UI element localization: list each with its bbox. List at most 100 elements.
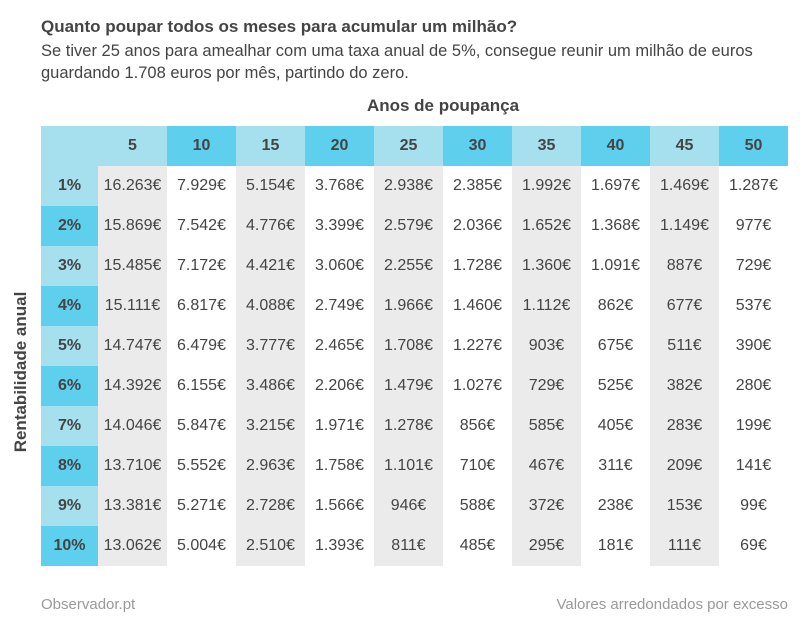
- table-cell: 511€: [650, 326, 719, 366]
- table-cell: 2.728€: [236, 486, 305, 526]
- table-cell: 2.206€: [305, 366, 374, 406]
- table-cell: 3.060€: [305, 246, 374, 286]
- table-cell: 977€: [719, 206, 788, 246]
- table-cell: 69€: [719, 526, 788, 566]
- table-cell: 1.460€: [443, 286, 512, 326]
- table-cell: 675€: [581, 326, 650, 366]
- column-header: 5: [98, 126, 167, 166]
- table-cell: 467€: [512, 446, 581, 486]
- table-row: 5% 14.747€ 6.479€ 3.777€ 2.465€ 1.708€ 1.227€ 9…: [41, 326, 788, 366]
- row-header: 4%: [41, 286, 98, 326]
- table-cell: 1.027€: [443, 366, 512, 406]
- table-cell: 283€: [650, 406, 719, 446]
- table-cell: 111€: [650, 526, 719, 566]
- table-cell: 1.227€: [443, 326, 512, 366]
- table-cell: 311€: [581, 446, 650, 486]
- table-cell: 99€: [719, 486, 788, 526]
- row-header: 5%: [41, 326, 98, 366]
- table-cell: 1.360€: [512, 246, 581, 286]
- column-header: 25: [374, 126, 443, 166]
- table-cell: 3.768€: [305, 166, 374, 206]
- table-cell: 295€: [512, 526, 581, 566]
- table-cell: 1.971€: [305, 406, 374, 446]
- corner-cell: [41, 126, 98, 166]
- table-cell: 1.992€: [512, 166, 581, 206]
- table-cell: 710€: [443, 446, 512, 486]
- table-cell: 372€: [512, 486, 581, 526]
- column-header: 50: [719, 126, 788, 166]
- table-row: 2% 15.869€ 7.542€ 4.776€ 3.399€ 2.579€ 2.036€ 1…: [41, 206, 788, 246]
- row-header: 10%: [41, 526, 98, 566]
- header-row: 5 10 15 20 25 30 35 40 45 50: [41, 126, 788, 166]
- column-header: 30: [443, 126, 512, 166]
- table-cell: 15.485€: [98, 246, 167, 286]
- table-cell: 209€: [650, 446, 719, 486]
- table-cell: 16.263€: [98, 166, 167, 206]
- table-cell: 811€: [374, 526, 443, 566]
- column-header: 20: [305, 126, 374, 166]
- table-cell: 2.749€: [305, 286, 374, 326]
- row-header: 8%: [41, 446, 98, 486]
- row-header: 7%: [41, 406, 98, 446]
- column-header: 45: [650, 126, 719, 166]
- table-cell: 5.552€: [167, 446, 236, 486]
- table-cell: 856€: [443, 406, 512, 446]
- table-cell: 729€: [512, 366, 581, 406]
- table-cell: 405€: [581, 406, 650, 446]
- table-row: 4% 15.111€ 6.817€ 4.088€ 2.749€ 1.966€ 1.460€ 1…: [41, 286, 788, 326]
- table-cell: 903€: [512, 326, 581, 366]
- table-cell: 4.776€: [236, 206, 305, 246]
- table-cell: 4.421€: [236, 246, 305, 286]
- table-row: 1% 16.263€ 7.929€ 5.154€ 3.768€ 2.938€ 2.385€ 1…: [41, 166, 788, 206]
- row-header: 9%: [41, 486, 98, 526]
- table-cell: 13.381€: [98, 486, 167, 526]
- table-cell: 3.399€: [305, 206, 374, 246]
- table-cell: 238€: [581, 486, 650, 526]
- table-cell: 1.652€: [512, 206, 581, 246]
- table-cell: 1.469€: [650, 166, 719, 206]
- table-cell: 946€: [374, 486, 443, 526]
- table-row: 6% 14.392€ 6.155€ 3.486€ 2.206€ 1.479€ 1.027€ 7…: [41, 366, 788, 406]
- table-cell: 15.111€: [98, 286, 167, 326]
- y-axis-label: Rentabilidade anual: [11, 291, 30, 453]
- table-cell: 15.869€: [98, 206, 167, 246]
- row-header: 3%: [41, 246, 98, 286]
- table-cell: 141€: [719, 446, 788, 486]
- table-cell: 4.088€: [236, 286, 305, 326]
- x-axis-label: Anos de poupança: [366, 96, 520, 115]
- table-cell: 887€: [650, 246, 719, 286]
- table-cell: 2.385€: [443, 166, 512, 206]
- table-cell: 1.728€: [443, 246, 512, 286]
- column-header: 35: [512, 126, 581, 166]
- table-cell: 1.112€: [512, 286, 581, 326]
- table-row: 9% 13.381€ 5.271€ 2.728€ 1.566€ 946€ 588€ 372€ 2…: [41, 486, 788, 526]
- column-header: 15: [236, 126, 305, 166]
- table-cell: 6.817€: [167, 286, 236, 326]
- table-cell: 1.479€: [374, 366, 443, 406]
- table-cell: 1.368€: [581, 206, 650, 246]
- rounding-note: Valores arredondados por excesso: [556, 596, 788, 613]
- table-cell: 5.271€: [167, 486, 236, 526]
- table-cell: 3.777€: [236, 326, 305, 366]
- table-cell: 1.697€: [581, 166, 650, 206]
- table-cell: 1.149€: [650, 206, 719, 246]
- table-cell: 1.278€: [374, 406, 443, 446]
- table-cell: 2.036€: [443, 206, 512, 246]
- table-cell: 199€: [719, 406, 788, 446]
- table-cell: 1.287€: [719, 166, 788, 206]
- table-cell: 2.510€: [236, 526, 305, 566]
- table-cell: 525€: [581, 366, 650, 406]
- row-header: 2%: [41, 206, 98, 246]
- table-cell: 485€: [443, 526, 512, 566]
- table-cell: 153€: [650, 486, 719, 526]
- source-credit: Observador.pt: [41, 596, 136, 613]
- table-cell: 2.938€: [374, 166, 443, 206]
- table-row: 7% 14.046€ 5.847€ 3.215€ 1.971€ 1.278€ 856€ 585…: [41, 406, 788, 446]
- chart-subtitle: Se tiver 25 anos para amealhar com uma t…: [41, 42, 753, 82]
- table-row: 10% 13.062€ 5.004€ 2.510€ 1.393€ 811€ 485€ 295€…: [41, 526, 788, 566]
- table-cell: 6.479€: [167, 326, 236, 366]
- table-cell: 1.758€: [305, 446, 374, 486]
- row-header: 6%: [41, 366, 98, 406]
- table-cell: 1.966€: [374, 286, 443, 326]
- table-cell: 677€: [650, 286, 719, 326]
